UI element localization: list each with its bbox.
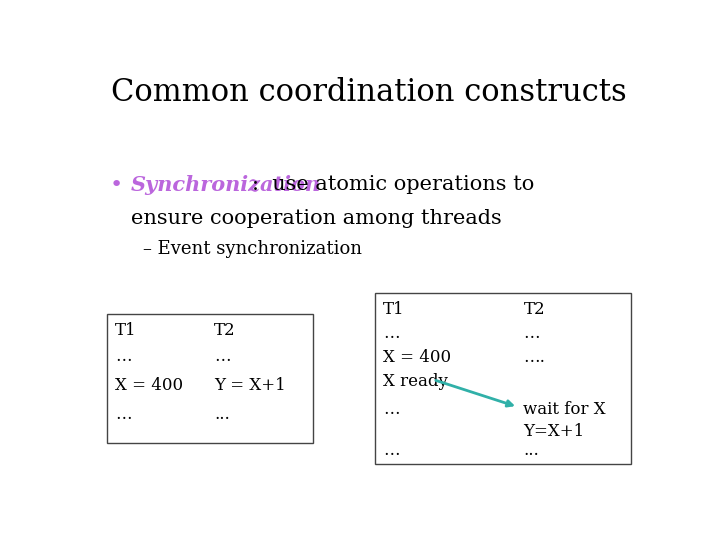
Text: T2: T2 (523, 301, 545, 318)
Text: …: … (214, 348, 230, 364)
Text: …: … (115, 406, 132, 423)
Text: ….: …. (523, 349, 545, 366)
Text: Y = X+1: Y = X+1 (214, 377, 286, 394)
Text: …: … (383, 442, 400, 460)
Text: ...: ... (523, 442, 539, 460)
Text: …: … (383, 325, 400, 342)
Text: …: … (383, 401, 400, 418)
FancyBboxPatch shape (107, 314, 313, 443)
Text: X ready: X ready (383, 373, 448, 390)
Text: …: … (115, 348, 132, 364)
Text: ...: ... (214, 406, 230, 423)
Text: T1: T1 (115, 322, 137, 339)
Text: – Event synchronization: – Event synchronization (143, 240, 362, 258)
FancyBboxPatch shape (374, 294, 631, 464)
Text: T2: T2 (214, 322, 235, 339)
Text: wait for X
Y=X+1: wait for X Y=X+1 (523, 401, 606, 440)
Text: •: • (109, 175, 123, 195)
Text: X = 400: X = 400 (115, 377, 183, 394)
Text: :  use atomic operations to: : use atomic operations to (253, 175, 535, 194)
Text: Common coordination constructs: Common coordination constructs (111, 77, 627, 109)
Text: Synchronization: Synchronization (131, 175, 320, 195)
Text: ensure cooperation among threads: ensure cooperation among threads (131, 209, 502, 228)
Text: …: … (523, 325, 540, 342)
Text: T1: T1 (383, 301, 405, 318)
Text: X = 400: X = 400 (383, 349, 451, 366)
